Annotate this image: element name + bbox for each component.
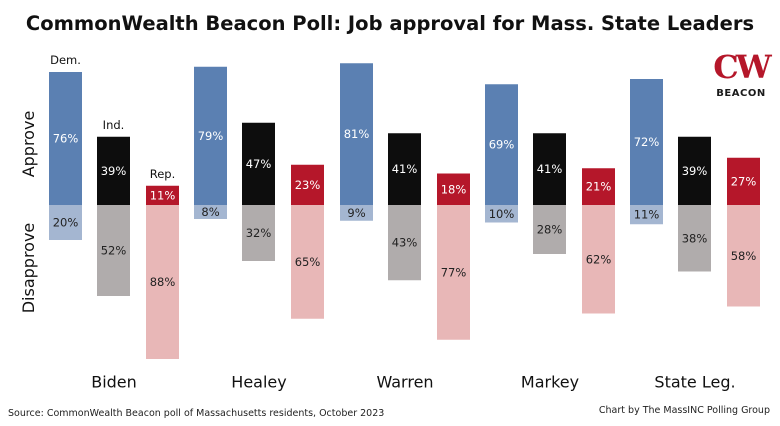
disapprove-value-ind: 43% <box>392 236 418 250</box>
disapprove-value-dem: 8% <box>201 205 219 219</box>
disapprove-value-ind: 32% <box>246 226 272 240</box>
approve-value-ind: 39% <box>682 164 708 178</box>
approve-bar-ind <box>533 133 566 205</box>
labels-layer: 76% 20% Dem. 39% 52% Ind. 11% 88% Rep. Biden 79% 8%… <box>50 53 756 392</box>
approve-value-ind: 41% <box>392 162 418 176</box>
disapprove-bar-ind <box>97 205 130 296</box>
approve-bar-ind <box>97 136 130 205</box>
disapprove-value-dem: 11% <box>634 208 660 222</box>
approve-value-dem: 72% <box>634 135 660 149</box>
approve-value-ind: 41% <box>537 162 563 176</box>
disapprove-bar-ind <box>678 205 711 272</box>
disapprove-bar-ind <box>388 205 421 281</box>
approve-value-dem: 76% <box>53 132 79 146</box>
approve-axis-label: Approve <box>19 111 38 178</box>
party-label-rep: Rep. <box>150 167 176 181</box>
approve-bar-ind <box>678 136 711 205</box>
approve-value-rep: 27% <box>731 174 757 188</box>
leader-label: State Leg. <box>654 373 735 392</box>
approve-value-dem: 81% <box>344 127 370 141</box>
approve-bar-rep <box>582 168 615 205</box>
chart-credit: Chart by The MassINC Polling Group <box>598 405 770 416</box>
approve-value-rep: 23% <box>295 178 321 192</box>
approve-value-dem: 69% <box>489 138 515 152</box>
approve-value-ind: 39% <box>101 164 127 178</box>
logo-mark: CW <box>713 48 771 86</box>
leader-label: Healey <box>231 373 286 392</box>
disapprove-value-rep: 88% <box>150 275 176 289</box>
leader-label: Warren <box>376 373 433 392</box>
approve-bar-dem <box>630 79 663 205</box>
party-label-ind: Ind. <box>103 118 125 132</box>
disapprove-bar-rep <box>727 205 760 307</box>
disapprove-bar-rep <box>146 205 179 359</box>
approve-bar-rep <box>727 157 760 205</box>
approve-bar-rep <box>146 185 179 205</box>
disapprove-value-ind: 28% <box>537 223 563 237</box>
approve-value-ind: 47% <box>246 157 272 171</box>
disapprove-value-dem: 9% <box>347 206 365 220</box>
leader-label: Biden <box>91 373 137 392</box>
disapprove-bar-dem <box>340 205 373 221</box>
bars-layer <box>49 63 760 359</box>
disapprove-value-ind: 38% <box>682 231 708 245</box>
disapprove-value-rep: 77% <box>441 265 467 279</box>
source-note: Source: CommonWealth Beacon poll of Mass… <box>8 408 385 419</box>
disapprove-bar-dem <box>485 205 518 223</box>
disapprove-value-dem: 10% <box>489 207 515 221</box>
approve-value-rep: 21% <box>586 180 612 194</box>
disapprove-bar-rep <box>582 205 615 314</box>
approve-bar-rep <box>437 173 470 205</box>
disapprove-value-rep: 65% <box>295 255 321 269</box>
disapprove-bar-rep <box>437 205 470 340</box>
approve-bar-dem <box>485 84 518 205</box>
party-label-dem: Dem. <box>50 53 81 67</box>
chart-title: CommonWealth Beacon Poll: Job approval f… <box>25 12 755 35</box>
disapprove-bar-ind <box>242 205 275 261</box>
leader-label: Markey <box>521 373 579 392</box>
approve-bar-dem <box>340 63 373 205</box>
approve-bar-dem <box>194 66 227 205</box>
approve-bar-ind <box>388 133 421 205</box>
approve-bar-ind <box>242 122 275 205</box>
disapprove-bar-rep <box>291 205 324 319</box>
disapprove-value-dem: 20% <box>53 216 79 230</box>
disapprove-axis-label: Disapprove <box>19 223 38 314</box>
approve-value-dem: 79% <box>198 129 224 143</box>
disapprove-value-rep: 62% <box>586 252 612 266</box>
disapprove-value-ind: 52% <box>101 244 127 258</box>
approve-value-rep: 18% <box>441 182 467 196</box>
disapprove-bar-dem <box>194 205 227 219</box>
cw-beacon-logo: CW BEACON <box>712 48 771 108</box>
logo-text: BEACON <box>716 88 766 99</box>
disapprove-bar-dem <box>49 205 82 240</box>
disapprove-value-rep: 58% <box>731 249 757 263</box>
approve-bar-rep <box>291 164 324 205</box>
disapprove-bar-ind <box>533 205 566 254</box>
approve-bar-dem <box>49 72 82 205</box>
approve-value-rep: 11% <box>150 188 176 202</box>
disapprove-bar-dem <box>630 205 663 225</box>
